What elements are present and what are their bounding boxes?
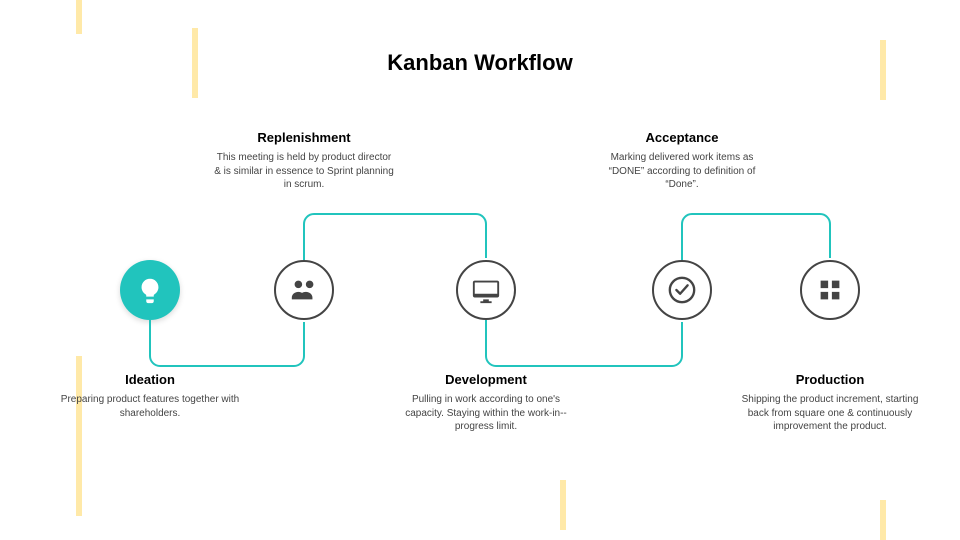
connector xyxy=(0,0,960,540)
